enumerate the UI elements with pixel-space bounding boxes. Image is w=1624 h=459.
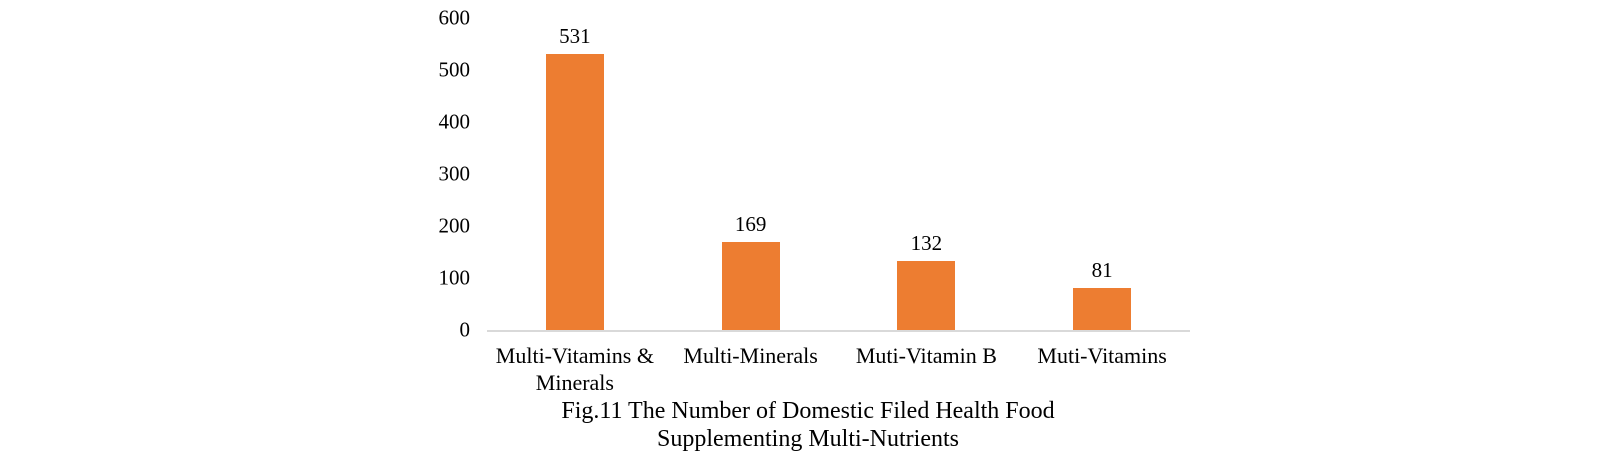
y-tick-label: 500 bbox=[438, 57, 471, 82]
y-tick-label: 400 bbox=[438, 109, 471, 134]
category-label: Muti-Vitamins bbox=[1037, 343, 1167, 368]
bar-value-label: 132 bbox=[910, 231, 943, 256]
y-tick-label: 200 bbox=[438, 213, 471, 238]
category-label: Muti-Vitamin B bbox=[855, 343, 997, 368]
bar bbox=[1073, 287, 1132, 330]
y-tick-label: 600 bbox=[438, 5, 471, 30]
y-tick-label: 300 bbox=[438, 161, 471, 186]
caption-line-1: Fig.11 The Number of Domestic Filed Heal… bbox=[561, 398, 1055, 424]
caption-line-2: Supplementing Multi-Nutrients bbox=[657, 426, 959, 452]
plot-area: 531 169 132 81 bbox=[487, 18, 1190, 332]
bar-value-label: 81 bbox=[1091, 257, 1113, 282]
chart-caption: Fig.11 The Number of Domestic Filed Heal… bbox=[561, 397, 1054, 453]
y-tick-label: 0 bbox=[459, 317, 471, 342]
category-label: Multi-Minerals bbox=[683, 343, 818, 368]
y-axis-labels: 0 100 200 300 400 500 600 bbox=[0, 0, 471, 459]
y-tick-label: 100 bbox=[438, 265, 471, 290]
bar bbox=[545, 53, 604, 330]
bar-value-label: 531 bbox=[559, 23, 591, 48]
bar-value-label: 169 bbox=[734, 212, 767, 237]
category-label: Multi-Vitamins & Minerals bbox=[495, 343, 654, 395]
bar bbox=[721, 242, 780, 330]
bar bbox=[897, 261, 956, 330]
x-axis-labels: Multi-Vitamins & Minerals Multi-Minerals M… bbox=[487, 342, 1190, 396]
